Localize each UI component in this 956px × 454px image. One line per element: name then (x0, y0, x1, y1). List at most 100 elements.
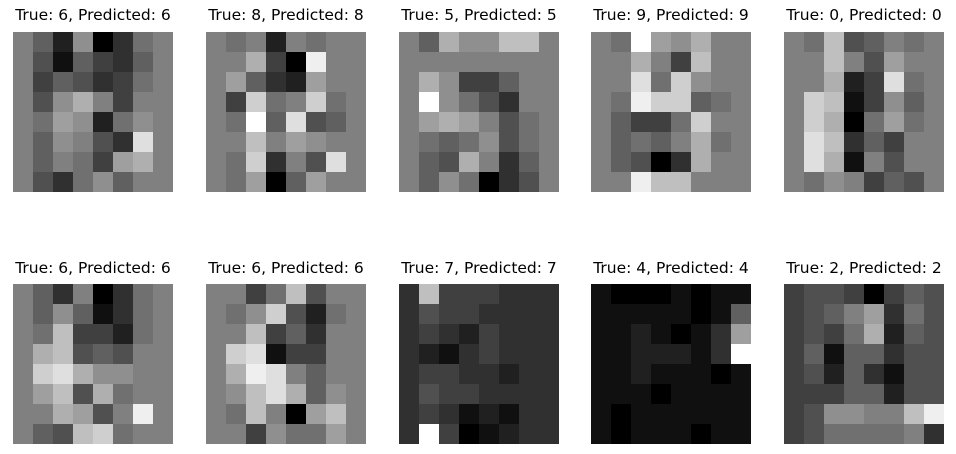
pixel-cell (286, 92, 307, 113)
pixel-cell (731, 152, 751, 173)
pixel-cell (419, 32, 440, 53)
pixel-cell (784, 152, 805, 173)
pixel-cell (13, 72, 34, 93)
pixel-cell (326, 32, 347, 53)
pixel-cell (399, 32, 420, 53)
pixel-cell (671, 384, 692, 405)
pixel-cell (591, 384, 612, 405)
pixel-cell (731, 72, 751, 93)
pixel-cell (671, 72, 692, 93)
pixel-cell (286, 172, 307, 192)
pixel-cell (206, 92, 227, 113)
pixel-cell (153, 384, 173, 405)
pixel-cell (924, 364, 944, 385)
pixel-cell (206, 364, 227, 385)
pixel-cell (93, 304, 114, 325)
pixel-cell (844, 112, 865, 133)
pixel-cell (904, 404, 925, 425)
pixel-cell (824, 92, 845, 113)
pixel-cell (804, 304, 825, 325)
pixel-cell (153, 72, 173, 93)
pixel-cell (904, 152, 925, 173)
pixel-cell (419, 324, 440, 345)
pixel-cell (904, 344, 925, 365)
pixel-cell (539, 132, 559, 153)
pixel-cell (133, 384, 154, 405)
pixel-cell (419, 152, 440, 173)
pixel-cell (539, 384, 559, 405)
pixel-cell (804, 172, 825, 192)
pixel-cell (499, 284, 520, 305)
pixel-cell (711, 284, 732, 305)
pixel-cell (611, 72, 632, 93)
pixel-cell (499, 32, 520, 53)
pixel-cell (591, 284, 612, 305)
pixel-cell (53, 424, 74, 444)
pixel-cell (306, 384, 327, 405)
pixel-cell (133, 324, 154, 345)
pixel-cell (804, 384, 825, 405)
pixel-cell (479, 384, 500, 405)
pixel-cell (13, 172, 34, 192)
pixel-cell (731, 172, 751, 192)
pixel-cell (53, 172, 74, 192)
pixel-cell (246, 304, 267, 325)
pixel-cell (93, 404, 114, 425)
pixel-cell (671, 52, 692, 73)
pixel-cell (691, 52, 712, 73)
pixel-cell (133, 424, 154, 444)
pixel-cell (691, 364, 712, 385)
pixel-cell (226, 72, 247, 93)
pixel-cell (691, 404, 712, 425)
pixel-cell (884, 384, 905, 405)
pixel-cell (246, 324, 267, 345)
pixel-cell (731, 304, 751, 325)
pixel-cell (591, 152, 612, 173)
pixel-cell (399, 72, 420, 93)
pixel-cell (844, 344, 865, 365)
pixel-cell (784, 284, 805, 305)
pixel-cell (844, 172, 865, 192)
pixel-cell (539, 284, 559, 305)
pixel-cell (73, 364, 94, 385)
pixel-cell (73, 404, 94, 425)
pixel-cell (711, 132, 732, 153)
pixel-cell (884, 304, 905, 325)
pixel-cell (266, 32, 287, 53)
pixel-cell (711, 52, 732, 73)
pixel-cell (399, 112, 420, 133)
pixel-cell (479, 152, 500, 173)
pixel-cell (346, 152, 366, 173)
pixel-cell (13, 324, 34, 345)
pixel-cell (631, 152, 652, 173)
pixel-cell (306, 424, 327, 444)
pixel-cell (346, 284, 366, 305)
pixel-cell (286, 72, 307, 93)
pixel-cell (651, 152, 672, 173)
pixel-cell (53, 284, 74, 305)
pixel-cell (539, 324, 559, 345)
pixel-cell (499, 384, 520, 405)
pixel-cell (611, 32, 632, 53)
pixel-cell (784, 324, 805, 345)
pixel-cell (93, 112, 114, 133)
pixel-cell (246, 284, 267, 305)
pixel-cell (346, 72, 366, 93)
pixel-cell (904, 172, 925, 192)
pixel-cell (691, 384, 712, 405)
pixel-cell (53, 304, 74, 325)
pixel-cell (711, 32, 732, 53)
pixel-cell (206, 304, 227, 325)
pixel-cell (399, 344, 420, 365)
pixel-cell (13, 284, 34, 305)
pixel-cell (864, 404, 885, 425)
pixel-cell (266, 284, 287, 305)
pixel-cell (804, 364, 825, 385)
pixel-cell (419, 92, 440, 113)
pixel-cell (13, 364, 34, 385)
pixel-cell (53, 344, 74, 365)
pixel-cell (864, 424, 885, 444)
pixel-cell (804, 404, 825, 425)
pixel-cell (246, 172, 267, 192)
pixel-cell (93, 132, 114, 153)
